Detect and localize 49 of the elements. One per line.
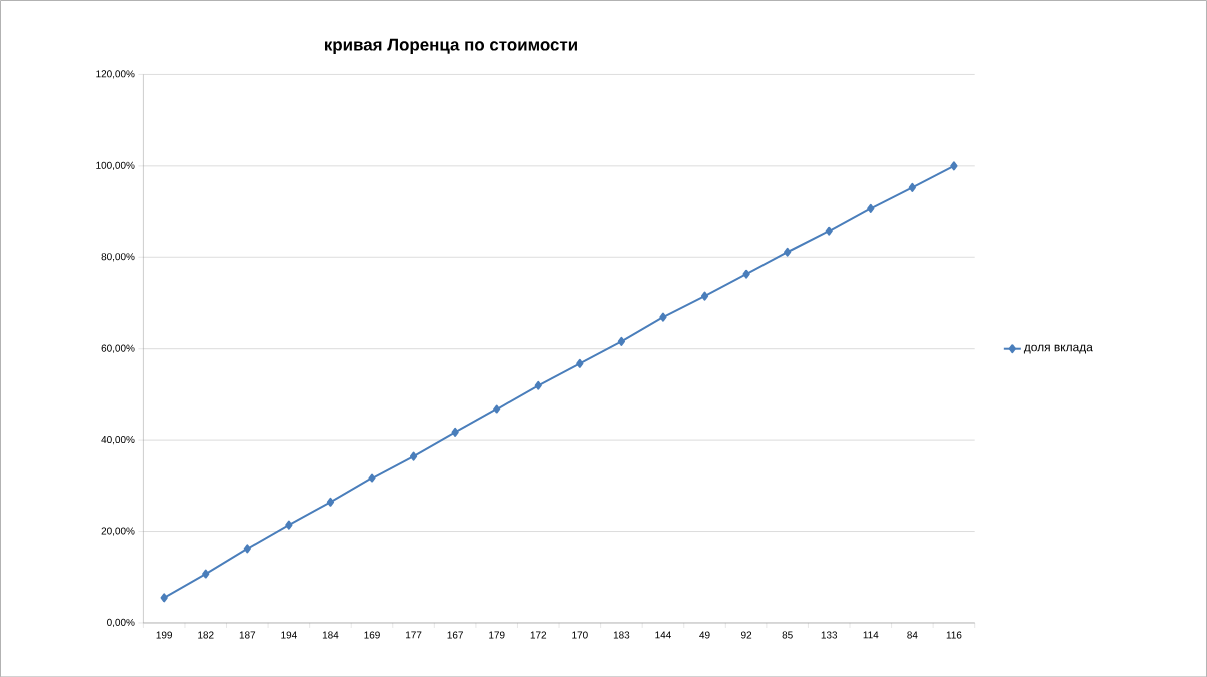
y-tick-label: 100,00% <box>96 161 135 170</box>
point <box>451 427 459 437</box>
point <box>659 312 667 322</box>
y-tick-label: 20,00% <box>101 527 135 536</box>
x-tick-label: 144 <box>655 631 671 639</box>
point <box>243 544 251 554</box>
x-tick-label: 170 <box>572 631 588 639</box>
point <box>368 473 376 483</box>
x-tick-label: 179 <box>489 631 505 639</box>
x-tick-label: 85 <box>782 631 793 639</box>
x-tick-label: 114 <box>863 631 879 639</box>
x-tick-label: 183 <box>613 631 630 639</box>
x-tick-label: 172 <box>530 631 547 639</box>
point <box>825 226 833 236</box>
x-tick-label: 177 <box>406 631 422 639</box>
y-tick-label: 60,00% <box>101 344 135 353</box>
point <box>617 336 626 346</box>
legend-label: доля вклада <box>1023 344 1093 354</box>
x-tick-label: 84 <box>907 631 918 639</box>
x-tick-label: 182 <box>198 631 214 639</box>
point <box>285 520 293 530</box>
y-tick-label: 80,00% <box>101 252 135 262</box>
x-tick-label: 116 <box>946 631 962 639</box>
point <box>950 161 958 171</box>
point <box>867 203 875 213</box>
x-tick-label: 49 <box>699 631 710 639</box>
x-tick-label: 92 <box>741 631 752 639</box>
point <box>534 380 542 390</box>
y-tick-label: 120,00% <box>96 70 135 79</box>
y-tick-label: 40,00% <box>101 435 135 445</box>
point <box>700 291 709 301</box>
point <box>326 497 335 507</box>
chart-title: кривая Лоренца по стоимости <box>325 38 577 54</box>
x-tick-label: 187 <box>239 631 256 639</box>
point <box>742 269 750 279</box>
point <box>576 358 584 368</box>
x-tick-label: 199 <box>156 631 173 639</box>
x-tick-label: 169 <box>364 631 380 639</box>
point <box>493 404 501 414</box>
x-tick-label: 167 <box>447 631 463 639</box>
x-tick-label: 194 <box>281 631 297 639</box>
x-tick-label: 133 <box>821 631 838 639</box>
point <box>202 569 210 579</box>
point <box>160 593 168 603</box>
point <box>784 247 792 257</box>
x-tick-label: 184 <box>322 631 339 639</box>
y-tick-label: 0,00% <box>107 618 135 627</box>
point <box>908 182 916 192</box>
point <box>409 451 418 461</box>
